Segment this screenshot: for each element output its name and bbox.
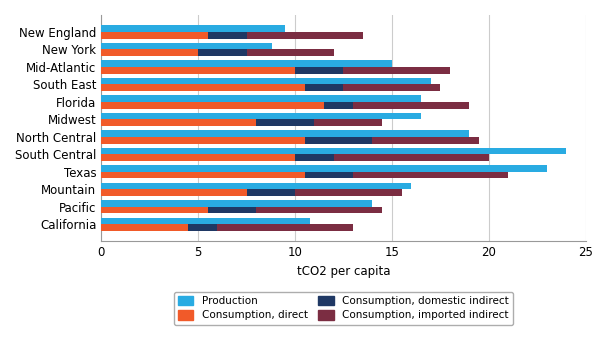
Bar [102,224,188,231]
Bar [102,172,305,179]
Bar [373,137,479,143]
Bar [305,85,344,91]
Bar [102,165,547,172]
Bar [102,130,469,137]
Bar [102,85,305,91]
Bar [334,155,489,161]
Legend: Production, Consumption, direct, Consumption, domestic indirect, Consumption, im: Production, Consumption, direct, Consump… [174,292,513,325]
Bar [102,43,272,49]
Bar [295,155,334,161]
Bar [314,119,382,126]
Bar [256,119,314,126]
Bar [102,155,295,161]
Bar [295,189,401,196]
Bar [102,218,311,224]
Bar [295,67,344,73]
Bar [324,102,353,109]
Bar [102,189,246,196]
Bar [102,49,198,56]
Bar [256,207,382,213]
Bar [102,207,208,213]
Bar [102,137,305,143]
Bar [102,200,373,207]
Bar [353,172,508,179]
Bar [102,78,430,85]
Bar [353,102,469,109]
Bar [246,49,334,56]
Bar [102,32,208,39]
Bar [102,95,421,102]
Bar [102,148,566,155]
Bar [188,224,218,231]
Bar [218,224,353,231]
Bar [305,172,353,179]
Bar [102,119,256,126]
Bar [344,67,450,73]
Bar [102,67,295,73]
Bar [246,189,295,196]
Bar [344,85,440,91]
Bar [305,137,373,143]
Bar [198,49,246,56]
Bar [102,183,411,189]
Bar [102,60,392,67]
Bar [102,113,421,119]
X-axis label: tCO2 per capita: tCO2 per capita [297,265,390,278]
Bar [208,32,246,39]
Bar [102,25,285,32]
Bar [208,207,256,213]
Bar [246,32,363,39]
Bar [102,102,324,109]
